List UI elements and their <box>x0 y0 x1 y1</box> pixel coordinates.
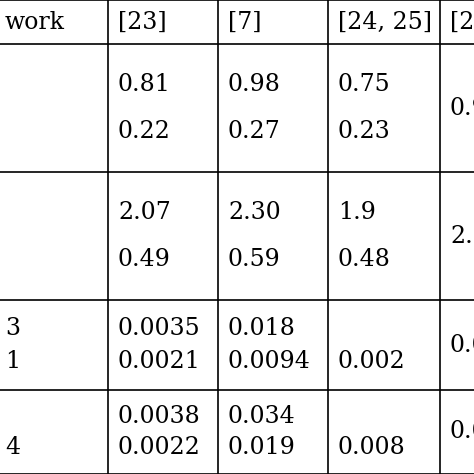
Text: 2.3: 2.3 <box>450 225 474 247</box>
Text: 0.018: 0.018 <box>228 317 296 340</box>
Text: [24, 25]: [24, 25] <box>338 10 432 34</box>
Text: 0.008: 0.008 <box>338 436 406 459</box>
Text: 0.019: 0.019 <box>228 436 296 459</box>
Text: 0.75: 0.75 <box>338 73 391 97</box>
Text: 0.0: 0.0 <box>450 420 474 444</box>
Text: 3: 3 <box>5 317 20 340</box>
Text: 0.9: 0.9 <box>450 97 474 119</box>
Text: 4: 4 <box>5 436 20 459</box>
Text: 0.49: 0.49 <box>118 247 171 271</box>
Text: 0.81: 0.81 <box>118 73 171 97</box>
Text: 0.59: 0.59 <box>228 247 281 271</box>
Text: 0.0: 0.0 <box>450 334 474 356</box>
Text: 0.002: 0.002 <box>338 350 406 373</box>
Text: 0.0038: 0.0038 <box>118 405 201 428</box>
Text: 0.22: 0.22 <box>118 119 171 143</box>
Text: 2.07: 2.07 <box>118 201 171 225</box>
Text: 1: 1 <box>5 350 20 373</box>
Text: 0.0035: 0.0035 <box>118 317 201 340</box>
Text: 0.034: 0.034 <box>228 405 296 428</box>
Text: 0.23: 0.23 <box>338 119 391 143</box>
Text: 0.0021: 0.0021 <box>118 350 201 373</box>
Text: [23]: [23] <box>118 10 167 34</box>
Text: [7]: [7] <box>228 10 262 34</box>
Text: 0.0094: 0.0094 <box>228 350 311 373</box>
Text: 1.9: 1.9 <box>338 201 376 225</box>
Text: work: work <box>5 10 65 34</box>
Text: 0.27: 0.27 <box>228 119 281 143</box>
Text: 0.0022: 0.0022 <box>118 436 201 459</box>
Text: 0.48: 0.48 <box>338 247 391 271</box>
Text: [26: [26 <box>450 10 474 34</box>
Text: 2.30: 2.30 <box>228 201 281 225</box>
Text: 0.98: 0.98 <box>228 73 281 97</box>
